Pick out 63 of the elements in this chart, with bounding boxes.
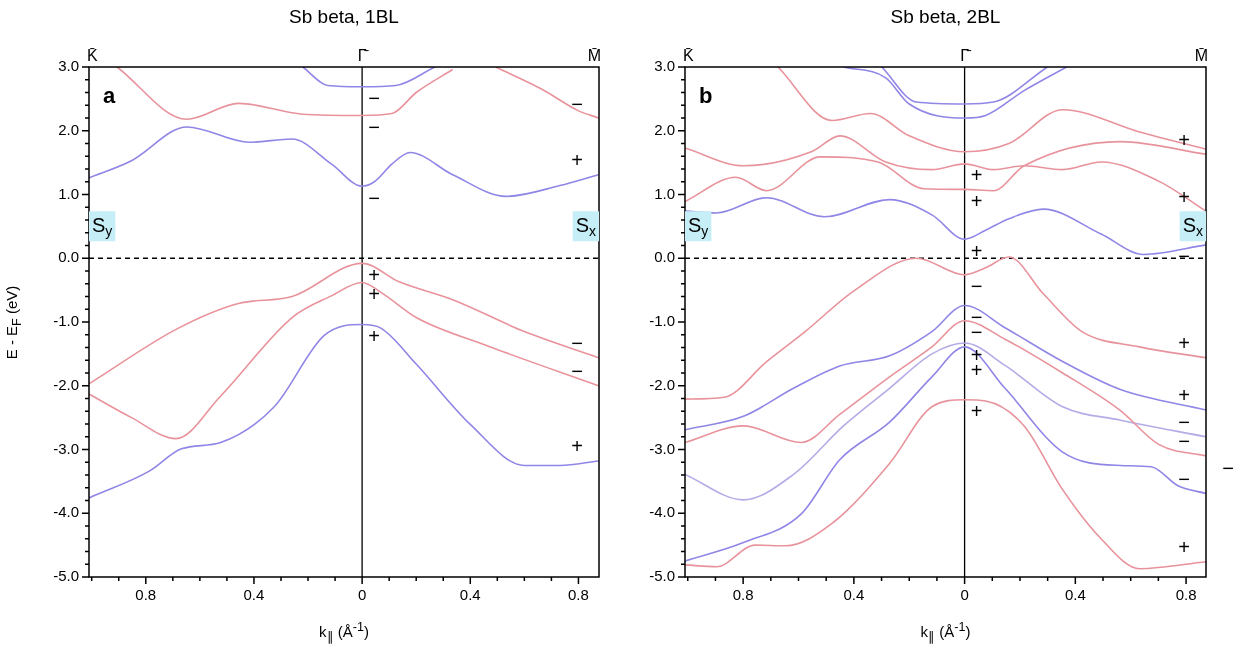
annotation: +: [1178, 332, 1190, 355]
annotation: +: [970, 189, 983, 212]
y-tick-label: -4.0: [649, 503, 675, 521]
y-tick-label: 1.0: [654, 184, 675, 202]
x-tick-label: 0.8: [1175, 586, 1197, 604]
annotation: −: [1178, 468, 1190, 490]
annotation: +: [970, 400, 983, 423]
annotation: −: [571, 332, 583, 355]
x-tick-label: 0.4: [1064, 586, 1086, 604]
y-tick-label: 3.0: [58, 57, 79, 75]
text: M̄: [1194, 47, 1208, 65]
x-tick-label: 0.8: [732, 586, 754, 604]
y-tick-label: -2.0: [53, 375, 79, 393]
ref-line-label: Γ̄: [960, 47, 973, 65]
annotation: −: [571, 92, 583, 115]
annotation: −: [368, 87, 380, 110]
x-axis-title: k$_{∥}$ (Å$^{-1}$): [318, 620, 370, 644]
y-tick-label: -1.0: [53, 312, 79, 330]
x-tick-label: 0.4: [459, 586, 481, 604]
annotation: +: [1178, 384, 1190, 407]
annotation: −: [1178, 245, 1190, 268]
text: M̄: [587, 47, 601, 65]
annotation: +: [970, 343, 983, 366]
annotation: −: [970, 275, 983, 298]
x-tick-label: 0.4: [843, 586, 865, 604]
text: K̄: [683, 47, 694, 65]
annotation: −: [368, 115, 380, 138]
annotation: +: [970, 164, 983, 187]
y-tick-label: 0.0: [58, 248, 79, 266]
x-tick-label: 0.8: [135, 586, 157, 604]
y-tick-label: -2.0: [649, 375, 675, 393]
text: −: [1222, 457, 1234, 480]
y-tick-label: 3.0: [654, 57, 675, 75]
chart-title: Sb beta, 1BL: [288, 6, 400, 28]
annotation: −: [571, 360, 583, 383]
x-tick-label: 0: [357, 586, 367, 604]
y-tick-label: 2.0: [654, 120, 675, 138]
annotation: a: [103, 83, 116, 109]
y-tick-label: -3.0: [649, 439, 675, 457]
x-tick-label: 0.8: [568, 586, 589, 604]
ref-line-label: Γ̄: [357, 47, 370, 65]
annotation: −: [368, 186, 380, 209]
y-tick-label: -3.0: [53, 439, 79, 457]
x-tick-label: 0: [960, 586, 969, 604]
y-tick-label: 1.0: [58, 184, 79, 202]
chart-title: Sb beta, 2BL: [889, 6, 1002, 28]
y-tick-label: -1.0: [649, 312, 675, 330]
text: K̄: [87, 47, 98, 65]
annotation: +: [368, 325, 380, 348]
x-axis-title: k$_{∥}$ (Å$^{-1}$): [919, 620, 972, 644]
y-tick-label: -4.0: [53, 503, 79, 521]
x-tick-label: 0.4: [243, 586, 265, 604]
annotation: +: [571, 149, 583, 172]
annotation: +: [1178, 536, 1190, 559]
y-tick-label: 0.0: [654, 248, 675, 266]
annotation: +: [970, 239, 983, 262]
y-tick-label: -5.0: [53, 567, 79, 585]
annotation: +: [1178, 185, 1190, 208]
y-tick-label: -5.0: [649, 567, 675, 585]
annotation: b: [699, 83, 713, 109]
y-tick-label: 2.0: [58, 120, 79, 138]
annotation: +: [1178, 128, 1190, 151]
annotation: +: [571, 435, 583, 458]
